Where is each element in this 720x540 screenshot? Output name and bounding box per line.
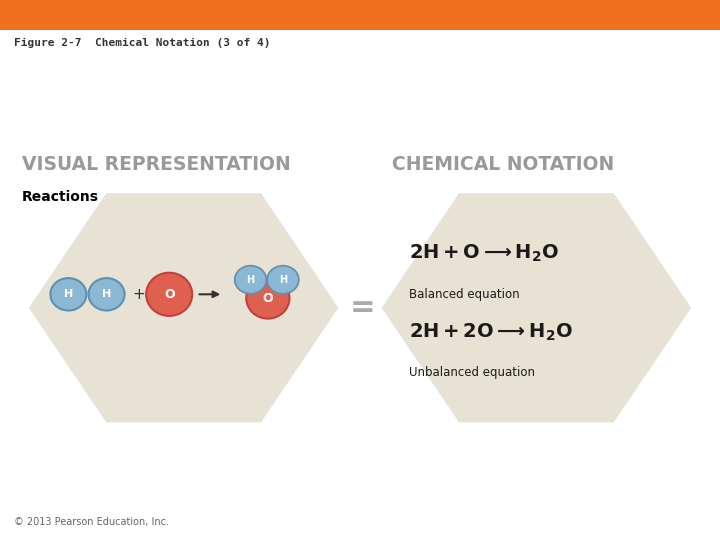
Text: O: O — [263, 292, 273, 305]
Text: H: H — [102, 289, 111, 299]
Text: Balanced equation: Balanced equation — [409, 288, 520, 301]
Bar — [0, 0, 720, 30]
Text: Figure 2-7  Chemical Notation (3 of 4): Figure 2-7 Chemical Notation (3 of 4) — [14, 38, 271, 48]
Text: H: H — [64, 289, 73, 299]
Text: =: = — [349, 293, 375, 322]
Text: Unbalanced equation: Unbalanced equation — [409, 366, 535, 379]
Polygon shape — [29, 193, 338, 422]
Text: CHEMICAL NOTATION: CHEMICAL NOTATION — [392, 155, 615, 174]
Text: © 2013 Pearson Education, Inc.: © 2013 Pearson Education, Inc. — [14, 516, 169, 526]
Polygon shape — [382, 193, 691, 422]
Ellipse shape — [146, 273, 192, 316]
Text: H: H — [279, 275, 287, 285]
Text: +: + — [132, 287, 145, 302]
Ellipse shape — [50, 278, 86, 310]
Ellipse shape — [89, 278, 125, 310]
Ellipse shape — [267, 266, 299, 294]
Text: $\mathbf{2H + O}$$\mathbf{\longrightarrow}$$\mathbf{H_2O}$: $\mathbf{2H + O}$$\mathbf{\longrightarro… — [409, 243, 559, 265]
Text: O: O — [164, 288, 174, 301]
Text: $\mathbf{2H + 2O}$$\mathbf{\longrightarrow}$$\mathbf{H_2O}$: $\mathbf{2H + 2O}$$\mathbf{\longrightarr… — [409, 321, 572, 343]
Ellipse shape — [246, 278, 289, 319]
Text: Reactions: Reactions — [22, 190, 99, 204]
Text: VISUAL REPRESENTATION: VISUAL REPRESENTATION — [22, 155, 290, 174]
Text: H: H — [246, 275, 255, 285]
Ellipse shape — [235, 266, 266, 294]
